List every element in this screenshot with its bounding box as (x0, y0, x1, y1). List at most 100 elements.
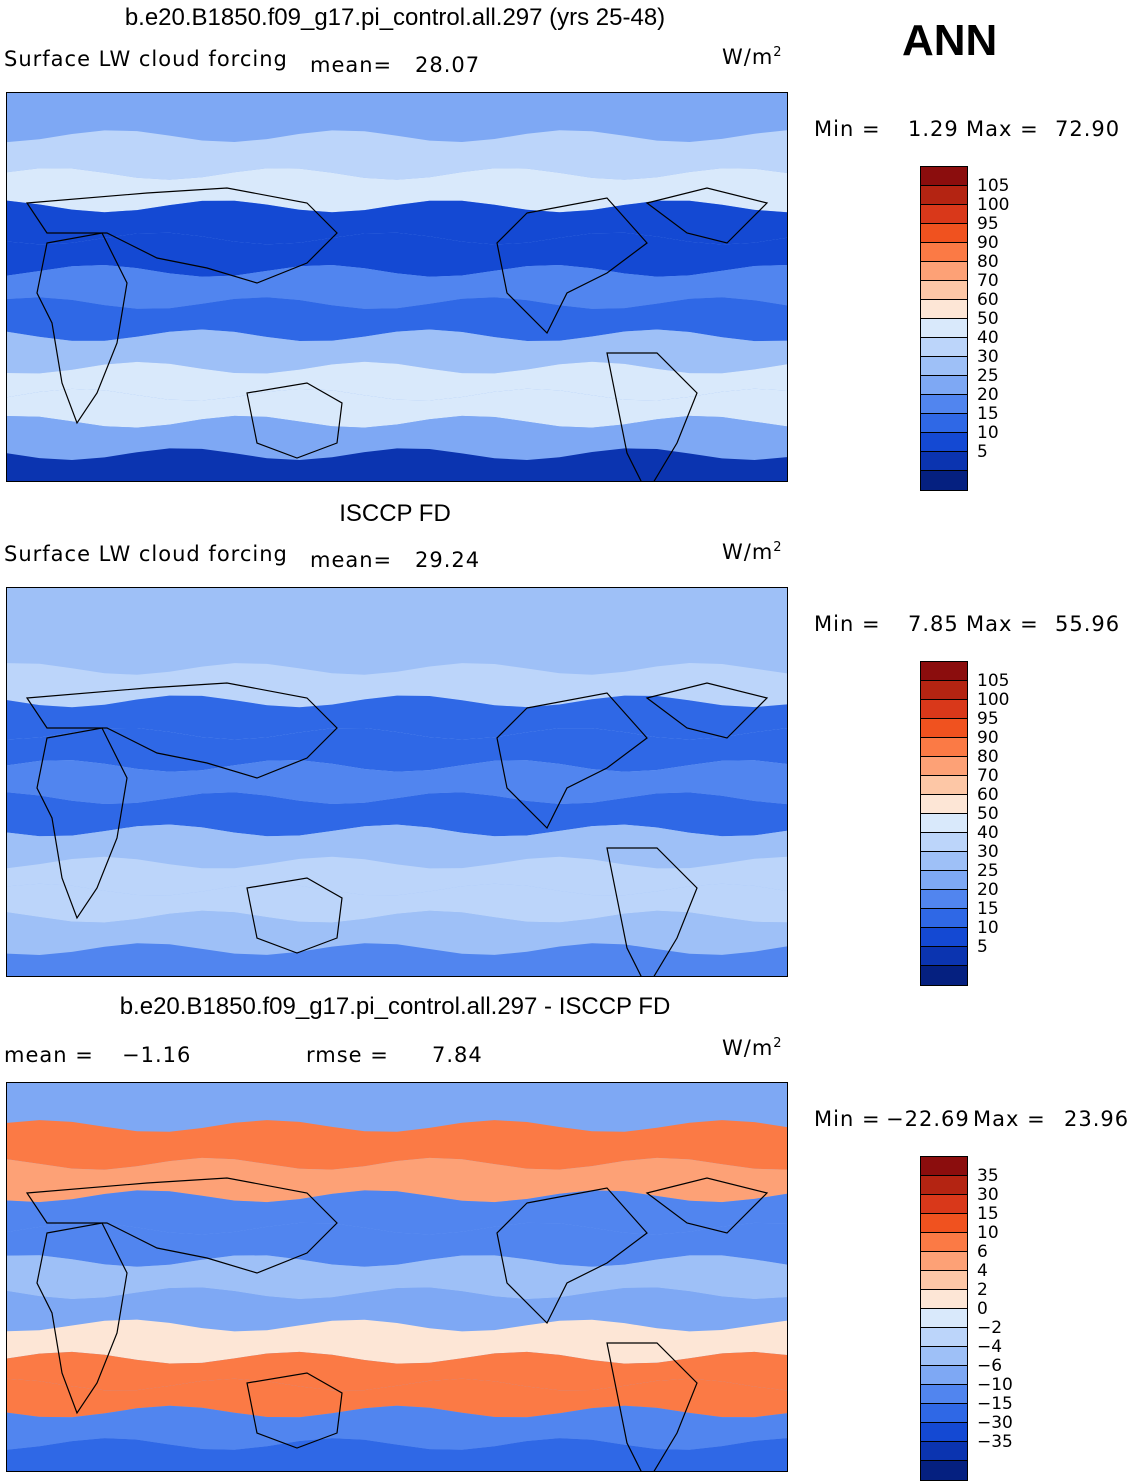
map-contour-band (7, 1120, 787, 1170)
colorbar-segment (921, 1461, 967, 1480)
panel2-map-plot (7, 588, 787, 976)
map-contour-band (7, 1351, 787, 1391)
panel1-title: b.e20.B1850.f09_g17.pi_control.all.297 (… (124, 4, 666, 31)
colorbar-tick-label: 70 (977, 766, 999, 786)
colorbar-segment (921, 1309, 967, 1328)
map-contour-band (7, 943, 787, 976)
colorbar-tick-label: 25 (977, 861, 999, 881)
map-contour-band (7, 265, 787, 309)
panel1-min-value: 1.29 (908, 117, 959, 141)
colorbar-tick-label: 0 (977, 1299, 988, 1319)
colorbar-tick-label: 10 (977, 423, 999, 443)
colorbar-tick-label: 80 (977, 747, 999, 767)
panel1-units: W/m2 (722, 45, 783, 69)
map-contour-band (7, 1405, 787, 1450)
colorbar-tick-label: 30 (977, 347, 999, 367)
map-contour-band (7, 1083, 787, 1132)
colorbar-segment (921, 471, 967, 490)
colorbar-segment (921, 890, 967, 909)
coastline (645, 682, 769, 739)
colorbar-segment (921, 1347, 967, 1366)
map-contour-band (7, 1255, 787, 1300)
colorbar-tick-label: 90 (977, 233, 999, 253)
colorbar-segment (921, 909, 967, 928)
colorbar-tick-label: −6 (977, 1356, 1003, 1376)
colorbar-tick-label: 50 (977, 309, 999, 329)
colorbar-segment (921, 300, 967, 319)
map-contour-band (7, 695, 787, 740)
colorbar-tick-label: 10 (977, 1223, 999, 1243)
colorbar-tick-label: −15 (977, 1394, 1013, 1414)
panel1-map-plot (7, 93, 787, 481)
coastline (496, 197, 648, 335)
coastline (496, 692, 648, 830)
panel2-min-value: 7.85 (908, 612, 959, 636)
colorbar-segment (921, 738, 967, 757)
panel3-max-label: Max = (973, 1107, 1046, 1131)
colorbar-segment (921, 776, 967, 795)
panel3-rmse-label: rmse = (306, 1043, 389, 1067)
colorbar-tick-label: −2 (977, 1318, 1003, 1338)
colorbar-segment (921, 205, 967, 224)
coastline (36, 1222, 128, 1415)
coastline (25, 1177, 338, 1274)
map-contour-band (7, 388, 787, 428)
colorbar-tick-label: −10 (977, 1375, 1013, 1395)
map-contour-band (7, 760, 787, 805)
colorbar-segment (921, 167, 967, 186)
season-label: ANN (902, 16, 998, 65)
coastline (606, 1342, 698, 1471)
coastline (36, 727, 128, 920)
map-contour-band (7, 200, 787, 245)
panel3-mean-value: −1.16 (122, 1043, 192, 1067)
colorbar-segment (921, 1290, 967, 1309)
panel2-max-label: Max = (966, 612, 1039, 636)
colorbar-segment (921, 319, 967, 338)
colorbar-segment (921, 681, 967, 700)
colorbar-segment (921, 1423, 967, 1442)
panel3-min-label: Min = (814, 1107, 881, 1131)
panel3-title: b.e20.B1850.f09_g17.pi_control.all.297 -… (119, 993, 671, 1020)
colorbar-tick-label: 25 (977, 366, 999, 386)
coastline (645, 187, 769, 244)
panel2-colorbar (920, 661, 968, 986)
panel1-max-label: Max = (966, 117, 1039, 141)
panel3-units: W/m2 (722, 1036, 783, 1060)
map-contour-band (7, 728, 787, 772)
colorbar-segment (921, 224, 967, 243)
panel3-max-value: 23.96 (1064, 1107, 1128, 1131)
coastline (25, 682, 338, 779)
panel3-colorbar (920, 1156, 968, 1481)
colorbar-segment (921, 357, 967, 376)
map-contour-band (7, 415, 787, 460)
colorbar-segment (921, 852, 967, 871)
coastline (645, 1177, 769, 1234)
colorbar-tick-label: 15 (977, 404, 999, 424)
colorbar-tick-label: 60 (977, 290, 999, 310)
coastline (496, 1187, 648, 1325)
colorbar-tick-label: 15 (977, 899, 999, 919)
colorbar-segment (921, 1195, 967, 1214)
map-contour-band (7, 910, 787, 955)
colorbar-segment (921, 262, 967, 281)
map-contour-band (7, 329, 787, 374)
panel1-mean-label: mean= (310, 53, 393, 77)
colorbar-tick-label: 35 (977, 1166, 999, 1186)
colorbar-segment (921, 186, 967, 205)
panel2-title: ISCCP FD (339, 500, 451, 527)
colorbar-segment (921, 795, 967, 814)
colorbar-tick-label: −30 (977, 1413, 1013, 1433)
colorbar-segment (921, 928, 967, 947)
coastline (606, 847, 698, 976)
colorbar-tick-label: 5 (977, 442, 988, 462)
colorbar-segment (921, 700, 967, 719)
panel3-mean-label: mean = (4, 1043, 94, 1067)
map-contour-band (7, 1319, 787, 1364)
colorbar-tick-label: 20 (977, 385, 999, 405)
colorbar-segment (921, 1385, 967, 1404)
colorbar-tick-label: 6 (977, 1242, 988, 1262)
panel2-mean-label: mean= (310, 548, 393, 572)
map-contour-band (7, 824, 787, 869)
colorbar-segment (921, 395, 967, 414)
colorbar-segment (921, 414, 967, 433)
